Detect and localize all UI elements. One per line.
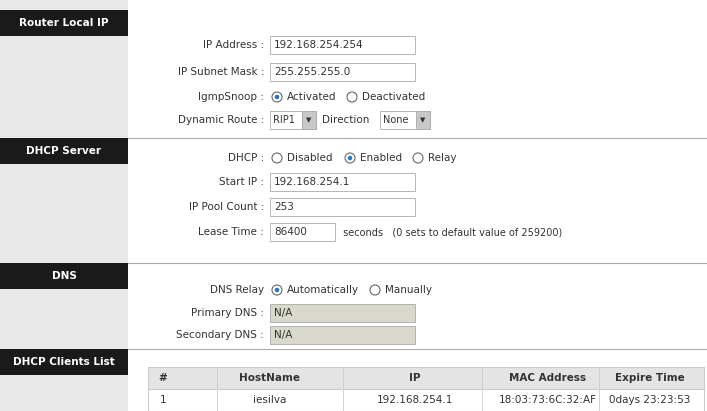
Bar <box>0 138 128 164</box>
Text: 1: 1 <box>160 395 166 405</box>
Text: Relay: Relay <box>428 153 457 163</box>
Text: DHCP Server: DHCP Server <box>26 146 102 156</box>
Circle shape <box>345 153 355 163</box>
Bar <box>380 111 430 129</box>
Circle shape <box>272 285 282 295</box>
Circle shape <box>347 92 357 102</box>
Text: Primary DNS :: Primary DNS : <box>191 308 264 318</box>
Bar <box>270 111 316 129</box>
Bar <box>0 10 128 36</box>
Text: Deactivated: Deactivated <box>362 92 425 102</box>
Text: #: # <box>158 373 168 383</box>
Text: IP: IP <box>409 373 421 383</box>
Text: N/A: N/A <box>274 330 293 340</box>
Text: 192.168.254.1: 192.168.254.1 <box>274 177 351 187</box>
Text: iesilva: iesilva <box>253 395 286 405</box>
Text: IP Pool Count :: IP Pool Count : <box>189 202 264 212</box>
Bar <box>416 111 430 129</box>
Text: DNS: DNS <box>52 271 76 281</box>
Bar <box>0 263 128 289</box>
Bar <box>128 0 707 411</box>
Circle shape <box>272 92 282 102</box>
Text: Dynamic Route :: Dynamic Route : <box>177 115 264 125</box>
Text: Expire Time: Expire Time <box>615 373 685 383</box>
Text: 18:03:73:6C:32:AF: 18:03:73:6C:32:AF <box>499 395 597 405</box>
Text: ▼: ▼ <box>306 117 312 123</box>
Bar <box>148 389 704 411</box>
Text: 255.255.255.0: 255.255.255.0 <box>274 67 350 77</box>
Bar <box>148 367 704 411</box>
Bar <box>270 198 415 216</box>
Text: Start IP :: Start IP : <box>219 177 264 187</box>
Text: IgmpSnoop :: IgmpSnoop : <box>198 92 264 102</box>
Text: IP Address :: IP Address : <box>203 40 264 50</box>
Text: 192.168.254.1: 192.168.254.1 <box>377 395 453 405</box>
Bar <box>270 173 415 191</box>
Bar <box>270 223 335 241</box>
Text: DHCP Clients List: DHCP Clients List <box>13 357 115 367</box>
Text: Automatically: Automatically <box>287 285 359 295</box>
Text: RIP1: RIP1 <box>273 115 295 125</box>
Circle shape <box>413 153 423 163</box>
Text: IP Subnet Mask :: IP Subnet Mask : <box>177 67 264 77</box>
Text: HostName: HostName <box>240 373 300 383</box>
Text: DHCP :: DHCP : <box>228 153 264 163</box>
Text: None: None <box>383 115 409 125</box>
Text: DNS Relay: DNS Relay <box>210 285 264 295</box>
Bar <box>270 326 415 344</box>
Circle shape <box>275 288 279 292</box>
Text: MAC Address: MAC Address <box>510 373 587 383</box>
Text: ▼: ▼ <box>421 117 426 123</box>
Text: 253: 253 <box>274 202 294 212</box>
Bar <box>148 367 704 389</box>
Circle shape <box>348 156 352 160</box>
Text: Direction: Direction <box>322 115 369 125</box>
Text: 0days 23:23:53: 0days 23:23:53 <box>609 395 691 405</box>
Text: seconds   (0 sets to default value of 259200): seconds (0 sets to default value of 2592… <box>340 227 562 237</box>
Text: Manually: Manually <box>385 285 432 295</box>
Circle shape <box>370 285 380 295</box>
Text: 192.168.254.254: 192.168.254.254 <box>274 40 363 50</box>
Text: Activated: Activated <box>287 92 337 102</box>
Circle shape <box>275 95 279 99</box>
Bar <box>270 304 415 322</box>
Bar <box>302 111 316 129</box>
Circle shape <box>272 153 282 163</box>
Text: Enabled: Enabled <box>360 153 402 163</box>
Bar <box>0 0 128 411</box>
Bar <box>0 349 128 375</box>
Text: Router Local IP: Router Local IP <box>19 18 109 28</box>
Text: N/A: N/A <box>274 308 293 318</box>
Bar <box>270 36 415 54</box>
Bar <box>270 63 415 81</box>
Text: Disabled: Disabled <box>287 153 332 163</box>
Text: Secondary DNS :: Secondary DNS : <box>176 330 264 340</box>
Text: 86400: 86400 <box>274 227 307 237</box>
Text: Lease Time :: Lease Time : <box>198 227 264 237</box>
